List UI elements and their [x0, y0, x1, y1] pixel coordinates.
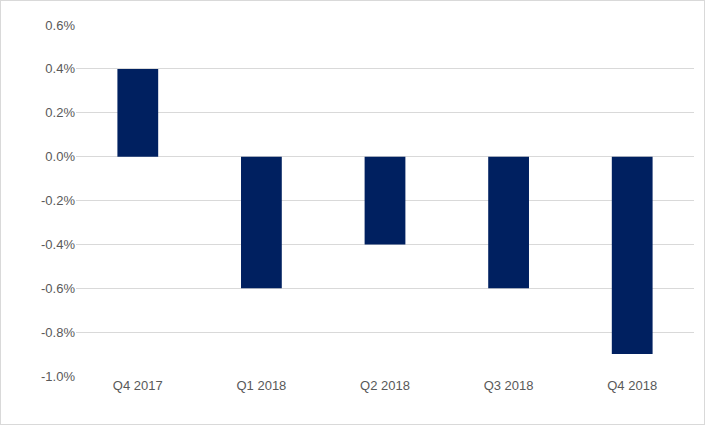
svg-text:0.0%: 0.0% — [45, 149, 75, 164]
svg-text:Q3 2018: Q3 2018 — [484, 378, 534, 393]
svg-text:0.2%: 0.2% — [45, 105, 75, 120]
svg-text:-0.6%: -0.6% — [41, 281, 75, 296]
svg-text:-0.4%: -0.4% — [41, 237, 75, 252]
svg-text:-0.8%: -0.8% — [41, 325, 75, 340]
svg-text:0.6%: 0.6% — [45, 18, 75, 33]
svg-text:0.4%: 0.4% — [45, 61, 75, 76]
svg-text:-0.2%: -0.2% — [41, 193, 75, 208]
svg-text:Q2 2018: Q2 2018 — [360, 378, 410, 393]
svg-text:-1.0%: -1.0% — [41, 369, 75, 384]
svg-text:Q1 2018: Q1 2018 — [236, 378, 286, 393]
svg-text:Q4 2018: Q4 2018 — [607, 378, 657, 393]
svg-text:Q4 2017: Q4 2017 — [113, 378, 163, 393]
